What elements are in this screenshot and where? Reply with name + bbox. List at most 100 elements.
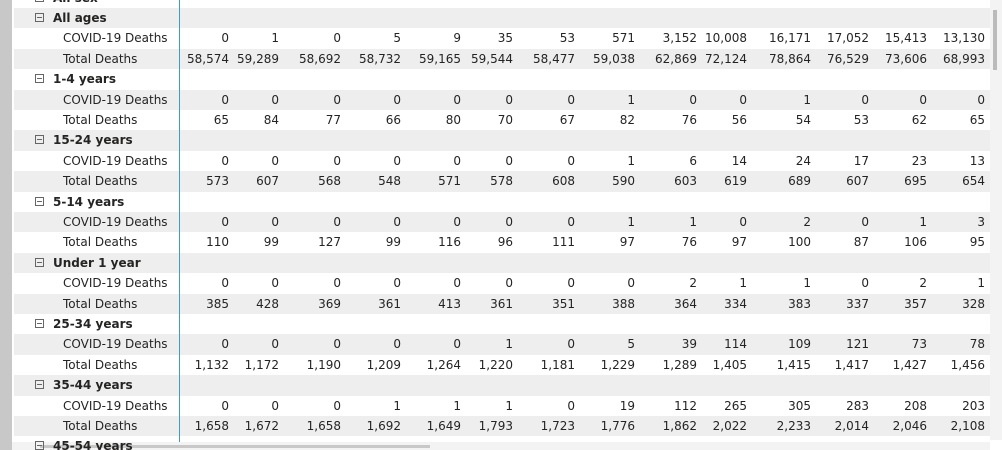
cell-value: 1,417 xyxy=(834,357,869,372)
collapse-icon[interactable] xyxy=(35,380,44,390)
cell-value: 0 xyxy=(861,92,869,107)
cell-value: 351 xyxy=(552,296,575,311)
cell-value: 364 xyxy=(674,296,697,311)
cell-value: 99 xyxy=(385,235,401,250)
cell-value: 361 xyxy=(490,296,513,311)
cell-value: 77 xyxy=(325,113,341,127)
group-label: 35-44 years xyxy=(53,378,133,393)
matrix-row: Total Deaths 385 428 369 361 413 361 351 388 364 3… xyxy=(14,293,990,314)
cell-value: 0 xyxy=(739,215,747,229)
cell-value: 112 xyxy=(674,398,697,413)
cell-value: 59,165 xyxy=(419,51,461,66)
cell-value: 0 xyxy=(333,215,341,229)
cell-value: 0 xyxy=(567,337,575,352)
cell-value: 208 xyxy=(904,398,927,413)
cell-value: 0 xyxy=(567,276,575,291)
cell-value: 53 xyxy=(559,31,575,46)
right-scrollbar xyxy=(990,0,1002,440)
row-label: Total Deaths xyxy=(63,235,138,250)
cell-value: 97 xyxy=(731,235,747,250)
cell-value: 1,723 xyxy=(540,419,575,433)
cell-value: 0 xyxy=(271,398,279,413)
row-label: Total Deaths xyxy=(63,174,138,189)
cell-value: 13 xyxy=(969,153,985,168)
cell-value: 2,046 xyxy=(892,419,927,433)
cell-value: 67 xyxy=(559,113,575,127)
cell-value: 54 xyxy=(795,113,811,127)
cell-value: 76 xyxy=(681,235,697,250)
row-label: COVID-19 Deaths xyxy=(63,276,168,291)
cell-value: 369 xyxy=(318,296,341,311)
cell-value: 1,289 xyxy=(662,357,697,372)
collapse-icon[interactable] xyxy=(35,74,44,84)
cell-value: 1 xyxy=(453,398,461,413)
cell-value: 1,692 xyxy=(366,419,401,433)
cell-value: 334 xyxy=(724,296,747,311)
cell-value: 0 xyxy=(333,153,341,168)
cell-value: 0 xyxy=(221,337,229,352)
row-label: Total Deaths xyxy=(63,357,138,372)
cell-value: 0 xyxy=(393,92,401,107)
cell-value: 0 xyxy=(919,92,927,107)
row-label: COVID-19 Deaths xyxy=(63,398,168,413)
matrix-row: COVID-19 Deaths 0 0 0 0 0 0 0 1 0 0 1 0 0 0 xyxy=(14,89,990,110)
cell-value: 283 xyxy=(846,398,869,413)
cell-value: 0 xyxy=(861,215,869,229)
cell-value: 0 xyxy=(567,215,575,229)
cell-value: 0 xyxy=(221,215,229,229)
cell-value: 53 xyxy=(853,113,869,127)
collapse-icon[interactable] xyxy=(35,196,44,206)
cell-value: 0 xyxy=(393,276,401,291)
cell-value: 0 xyxy=(271,215,279,229)
collapse-icon[interactable] xyxy=(35,257,44,267)
cell-value: 84 xyxy=(263,113,279,127)
collapse-icon[interactable] xyxy=(35,13,44,22)
cell-value: 35 xyxy=(497,31,513,46)
cell-value: 0 xyxy=(627,276,635,291)
cell-value: 428 xyxy=(256,296,279,311)
cell-value: 65 xyxy=(969,113,985,127)
collapse-icon[interactable] xyxy=(35,319,44,328)
cell-value: 1,405 xyxy=(712,357,747,372)
cell-value: 654 xyxy=(962,174,985,189)
cell-value: 1,658 xyxy=(306,419,341,433)
cell-value: 568 xyxy=(318,174,341,189)
bottom-thumb xyxy=(40,445,430,448)
cell-value: 70 xyxy=(497,113,513,127)
cell-value: 1,672 xyxy=(244,419,279,433)
cell-value: 95 xyxy=(969,235,985,250)
cell-value: 1,776 xyxy=(600,419,635,433)
cell-value: 78,864 xyxy=(769,51,811,66)
cell-value: 1,229 xyxy=(600,357,635,372)
cell-value: 361 xyxy=(378,296,401,311)
cell-value: 2,022 xyxy=(712,419,747,433)
cell-value: 1,456 xyxy=(950,357,985,372)
cell-value: 1 xyxy=(505,398,513,413)
matrix-row: COVID-19 Deaths 0 0 0 0 0 0 0 1 6 14 24 17 23 13 xyxy=(14,151,990,171)
cell-value: 0 xyxy=(453,92,461,107)
collapse-icon[interactable] xyxy=(35,135,44,145)
cell-value: 1 xyxy=(627,215,635,229)
cell-value: 116 xyxy=(438,235,461,250)
cell-value: 0 xyxy=(567,398,575,413)
cell-value: 0 xyxy=(271,337,279,352)
cell-value: 608 xyxy=(552,174,575,189)
cell-value: 590 xyxy=(612,174,635,189)
cell-value: 607 xyxy=(846,174,869,189)
cell-value: 1,793 xyxy=(478,419,513,433)
cell-value: 59,038 xyxy=(593,51,635,66)
cell-value: 413 xyxy=(438,296,461,311)
group-label: 1-4 years xyxy=(53,72,116,87)
cell-value: 1 xyxy=(689,215,697,229)
matrix-row: Under 1 year xyxy=(14,252,990,274)
cell-value: 0 xyxy=(567,92,575,107)
cell-value: 603 xyxy=(674,174,697,189)
cell-value: 0 xyxy=(333,31,341,46)
cell-value: 62 xyxy=(911,113,927,127)
cell-value: 87 xyxy=(853,235,869,250)
group-label: All ages xyxy=(53,11,107,25)
cell-value: 73 xyxy=(911,337,927,352)
cell-value: 2 xyxy=(919,276,927,291)
cell-value: 14 xyxy=(731,153,747,168)
cell-value: 0 xyxy=(333,276,341,291)
